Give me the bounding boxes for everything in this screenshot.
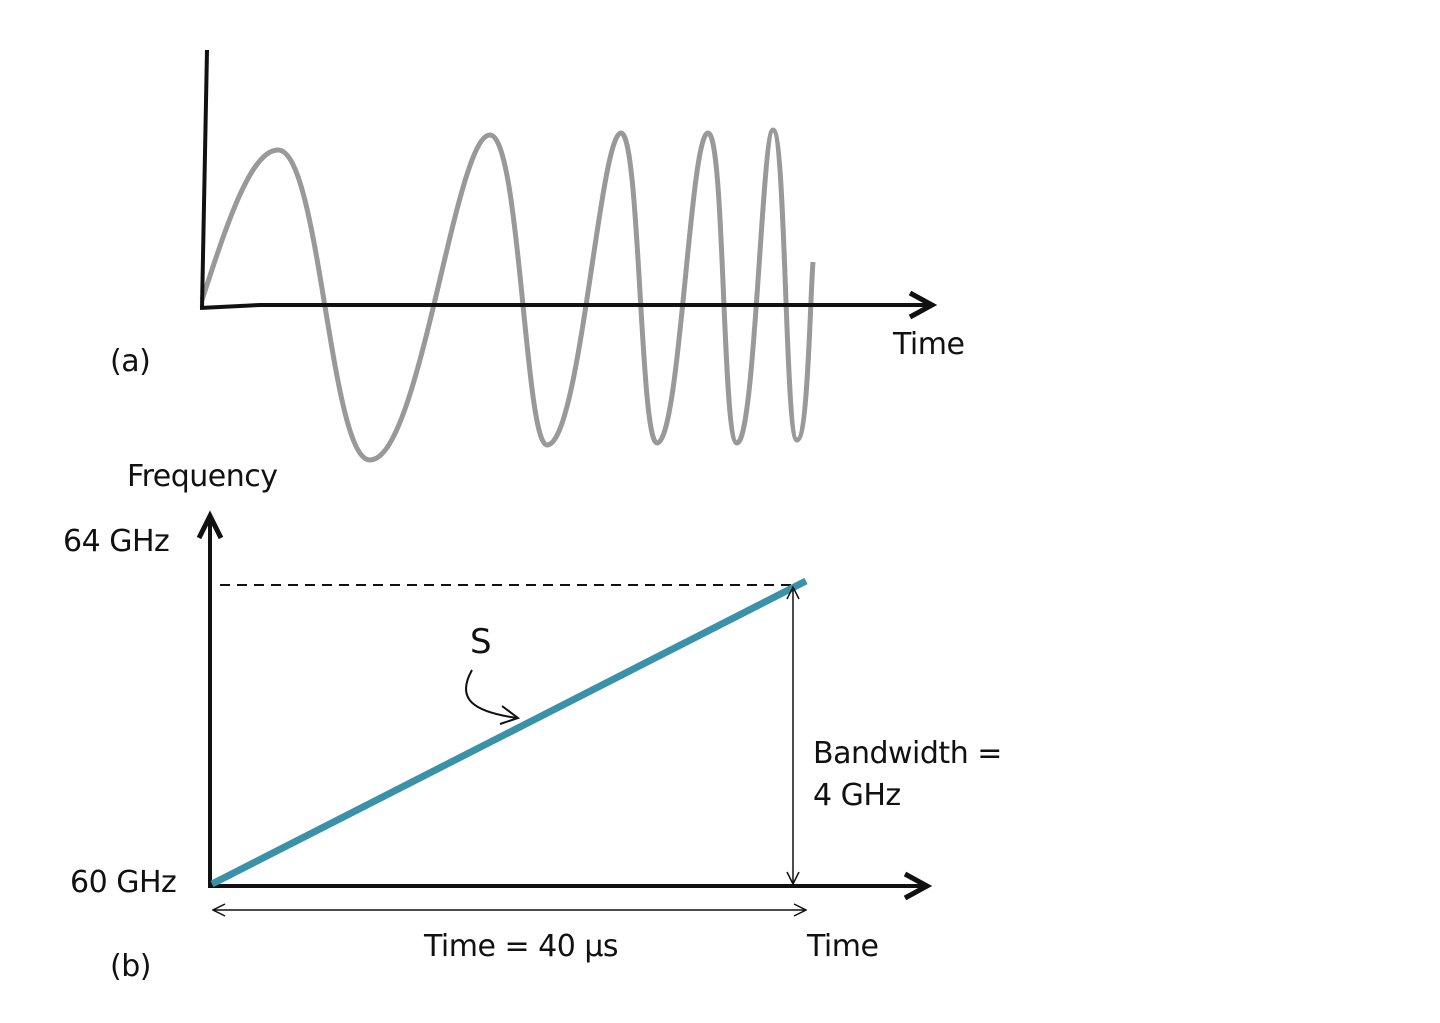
slope-label: S (470, 622, 492, 662)
slope-pointer-arrow (465, 669, 518, 719)
a-y-axis (200, 49, 209, 309)
frequency-ramp-line (210, 577, 808, 888)
b-x-axis-arrowhead (903, 871, 933, 901)
a-x-axis-arrowhead (908, 290, 938, 320)
duration-label: Time = 40 μs (424, 929, 619, 964)
bandwidth-label-line1: Bandwidth = (813, 736, 1002, 771)
b-y-axis-label: Frequency (127, 459, 278, 494)
panel-b-label: (b) (110, 949, 151, 984)
a-x-axis (199, 303, 930, 310)
y-top-tick-label: 64 GHz (63, 524, 170, 559)
bandwidth-label-line2: 4 GHz (813, 778, 901, 813)
y-bottom-tick-label: 60 GHz (70, 865, 177, 900)
slope-pointer-arrowhead (499, 705, 521, 725)
b-x-axis-label: Time (807, 929, 879, 964)
b-y-axis-arrowhead (196, 510, 224, 540)
chirp-waveform (199, 127, 816, 463)
panel-a-label: (a) (110, 344, 151, 379)
a-x-axis-label: Time (893, 327, 965, 362)
